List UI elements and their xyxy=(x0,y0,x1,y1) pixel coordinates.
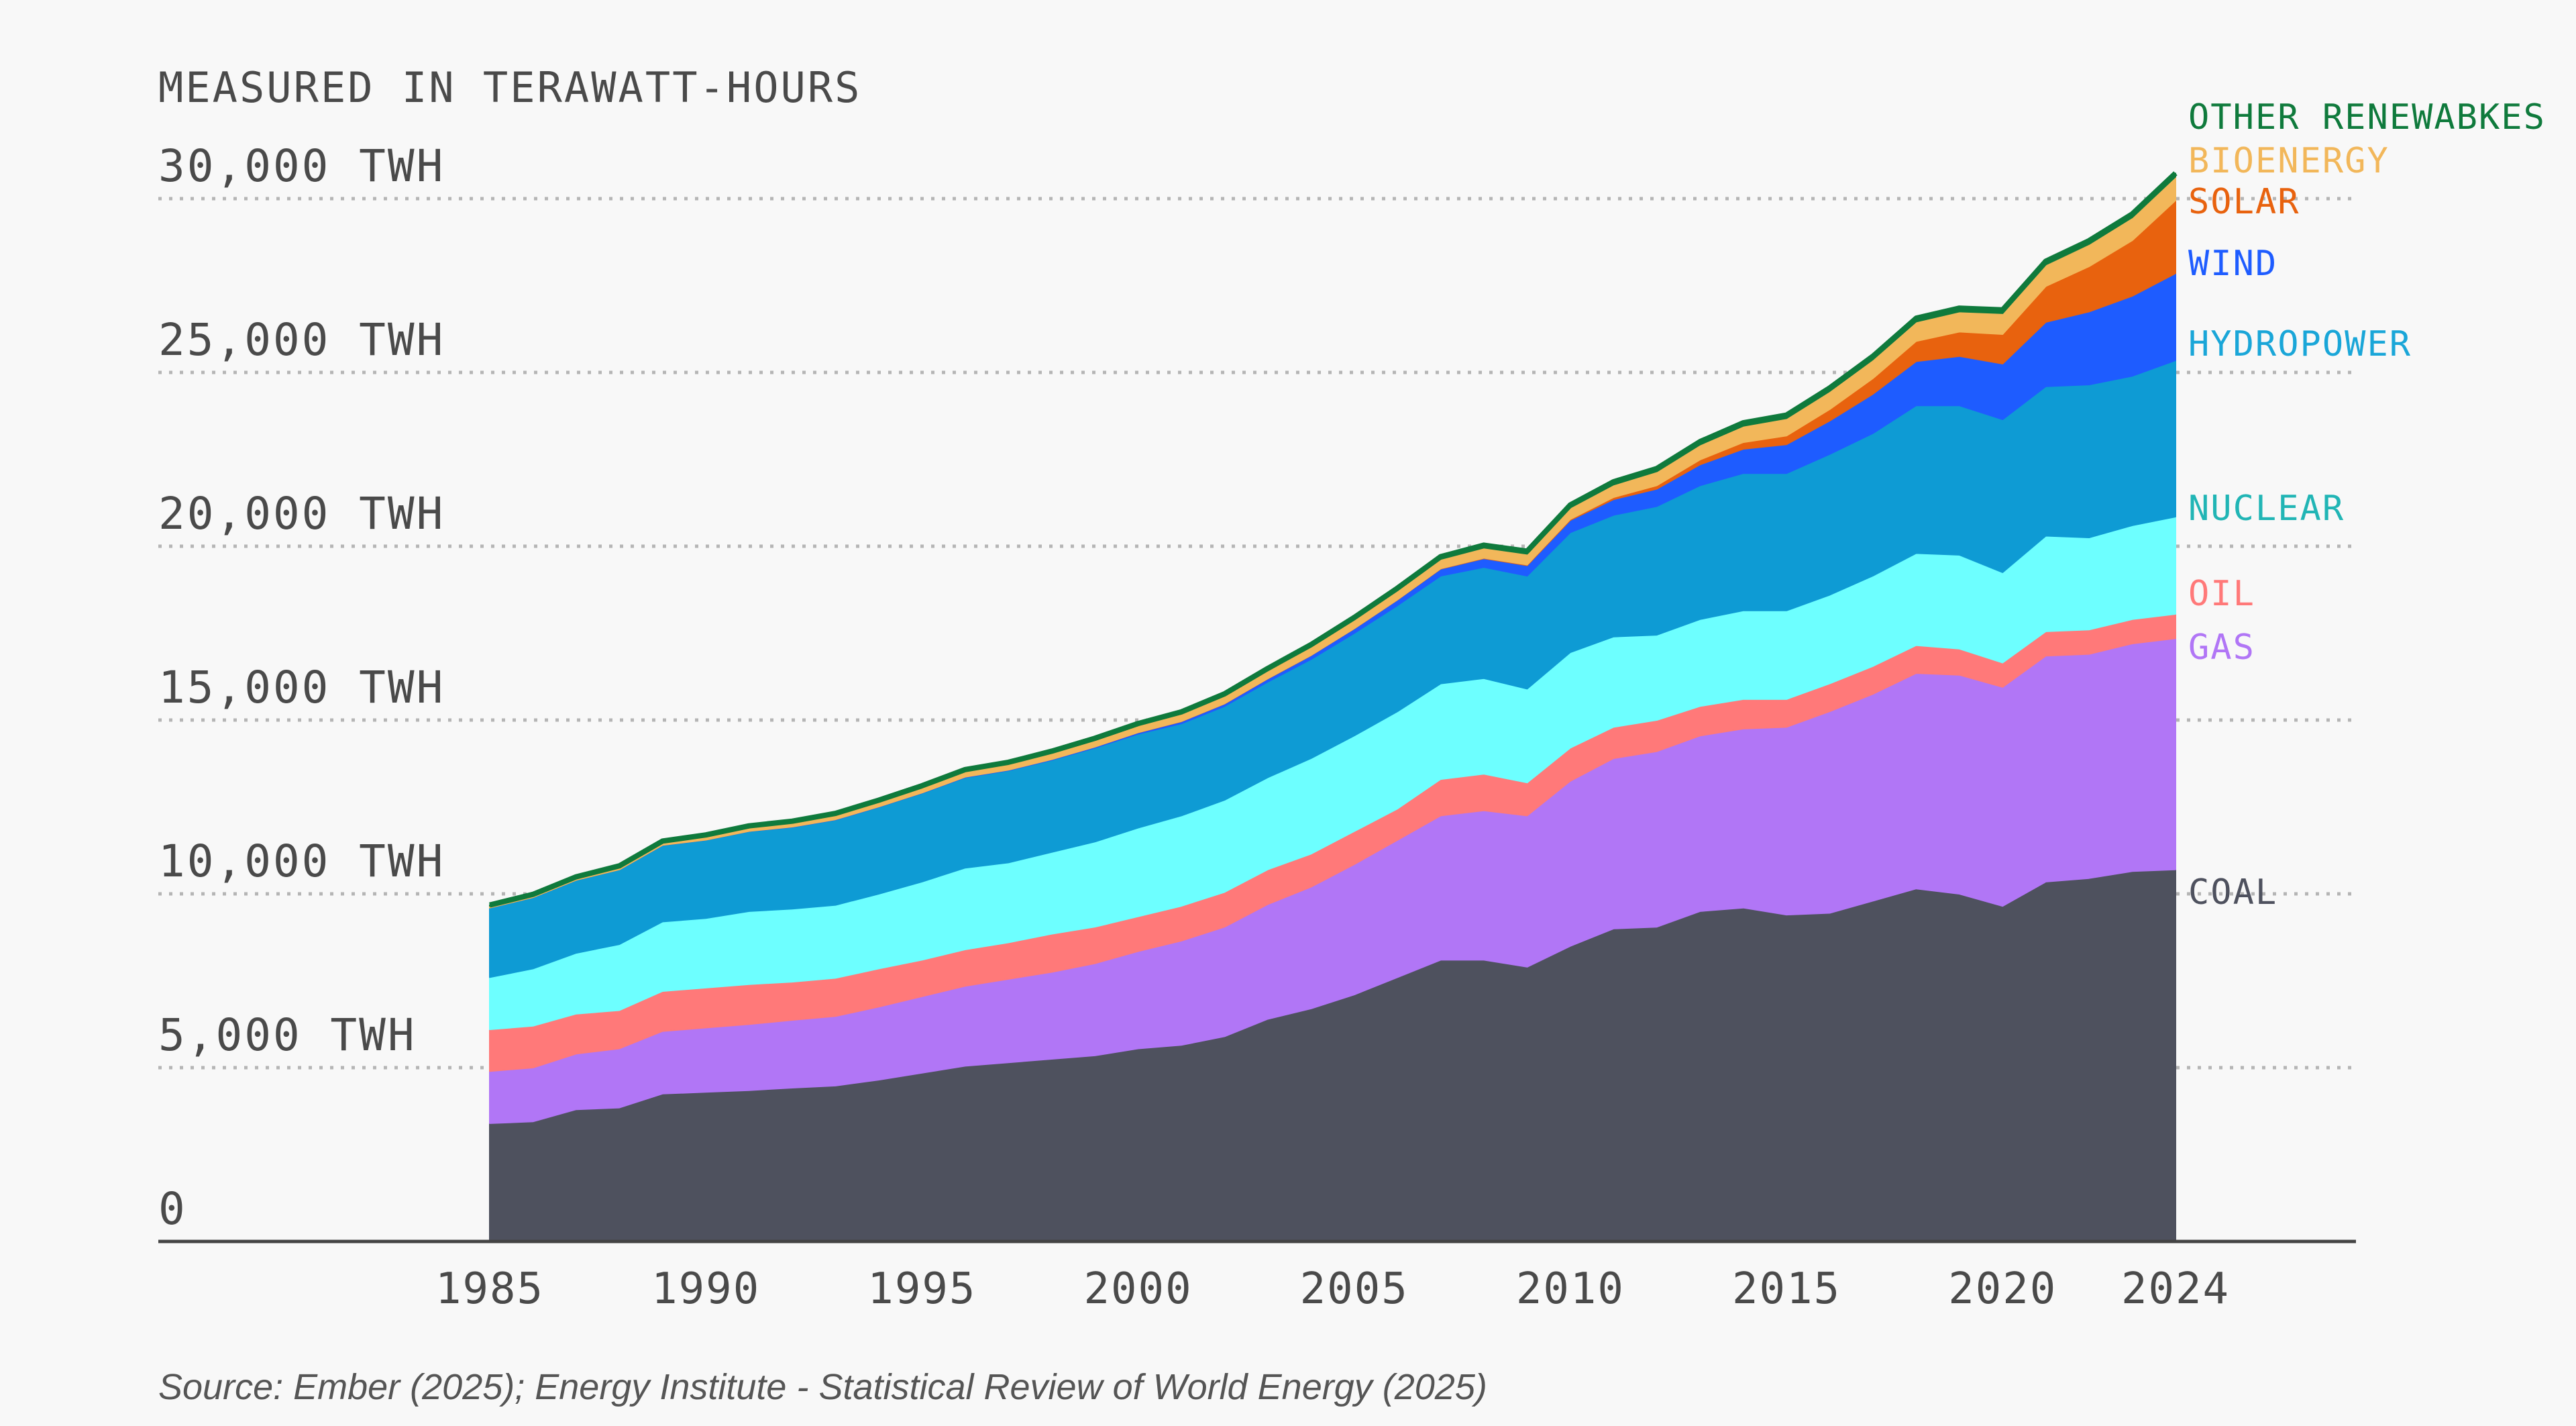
axes: 1985 1990 1995 2000 2005 2010 2015 2020 2024 xyxy=(158,1239,2356,1314)
top-outline-other-renewables xyxy=(489,171,2178,908)
x-tick-label: 2020 xyxy=(1948,1264,2057,1314)
source-note: Source: Ember (2025); Energy Institute -… xyxy=(158,1367,1487,1407)
series-labels: COAL GAS OIL NUCLEAR HYDROPOWER WIND SOLARBIOE… xyxy=(2188,97,2546,913)
series-label-coal: COAL xyxy=(2188,872,2277,913)
series-label-bioenergy: BIOENERGY xyxy=(2188,141,2390,181)
x-tick-label: 1985 xyxy=(435,1264,544,1314)
x-tick-label: 2010 xyxy=(1516,1264,1625,1314)
x-tick-label: 2015 xyxy=(1732,1264,1841,1314)
y-tick-label: 30,000 TWH xyxy=(158,140,445,192)
series-label-hydropower: HYDROPOWER xyxy=(2188,324,2412,364)
series-label-other-renewabkes: OTHER RENEWABKES xyxy=(2188,97,2546,138)
y-tick-label: 10,000 TWH xyxy=(158,835,445,887)
x-tick-label: 1995 xyxy=(867,1264,976,1314)
series-label-gas: GAS xyxy=(2188,627,2255,668)
y-tick-label: 25,000 TWH xyxy=(158,314,445,366)
series-label-oil: OIL xyxy=(2188,574,2255,614)
x-tick-label: 2005 xyxy=(1300,1264,1409,1314)
series-label-solar: SOLAR xyxy=(2188,182,2300,222)
y-tick-label: 15,000 TWH xyxy=(158,662,445,713)
y-tick-label: 0 xyxy=(158,1183,187,1235)
grid-lines: 0 5,000 TWH 10,000 TWH 15,000 TWH 20,000 TWH… xyxy=(158,140,2356,1235)
x-tick-label: 2024 xyxy=(2121,1264,2230,1314)
area-series-group xyxy=(489,171,2178,1242)
x-tick-label: 2000 xyxy=(1083,1264,1192,1314)
y-tick-label: 20,000 TWH xyxy=(158,488,445,540)
x-tick-label: 1990 xyxy=(651,1264,760,1314)
chart-subtitle: MEASURED IN TERAWATT-HOURS xyxy=(158,63,862,112)
series-label-nuclear: NUCLEAR xyxy=(2188,489,2345,529)
series-label-wind: WIND xyxy=(2188,244,2277,284)
y-tick-label: 5,000 TWH xyxy=(158,1009,417,1061)
